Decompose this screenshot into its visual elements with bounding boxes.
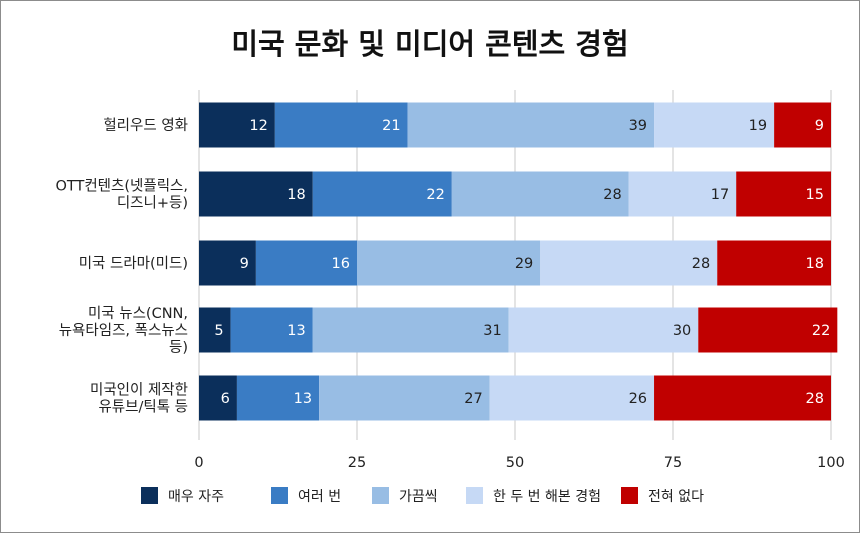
bar-segment (736, 171, 831, 217)
bar-segment (274, 102, 408, 148)
bar-segment (199, 375, 237, 421)
category-label: 뉴욕타임즈, 폭스뉴스 (59, 322, 188, 339)
legend-label: 여러 번 (298, 489, 341, 505)
data-label: 27 (464, 391, 482, 407)
legend-label: 전혀 없다 (648, 489, 704, 505)
bar-segment (199, 307, 231, 353)
data-label: 31 (483, 323, 501, 339)
legend-label: 매우 자주 (168, 489, 224, 505)
category-label: 디즈니+등) (117, 195, 188, 212)
bar-segment (654, 375, 831, 421)
data-label: 18 (806, 256, 824, 272)
data-label: 13 (287, 323, 305, 339)
x-tick-label: 75 (664, 455, 682, 471)
category-label: 헐리우드 영화 (103, 117, 188, 134)
category-label: 미국인이 제작한 (90, 382, 188, 399)
bars: 12 21 39 19 9 18 22 28 17 15 9 16 29 28 18 5 13 31 30 22 6 13… (199, 102, 838, 421)
bar-segment (319, 375, 490, 421)
legend-label: 가끔씩 (399, 489, 438, 505)
data-label: 28 (806, 391, 824, 407)
data-label: 28 (603, 187, 621, 203)
bar-segment (489, 375, 655, 421)
bar-segment (357, 240, 541, 286)
bar-segment (774, 102, 831, 148)
category-label: OTT컨텐츠(넷플릭스, (55, 178, 188, 195)
bar-segment (407, 102, 655, 148)
data-label: 30 (673, 323, 691, 339)
data-label: 26 (629, 391, 647, 407)
data-label: 39 (629, 118, 647, 134)
category-label: 미국 드라마(미드) (79, 255, 188, 272)
data-label: 9 (815, 118, 824, 134)
bar-segment (236, 375, 320, 421)
bar-segment (451, 171, 629, 217)
data-label: 15 (806, 187, 824, 203)
legend-swatch (271, 487, 288, 504)
bar-segment (654, 102, 775, 148)
x-tick-label: 50 (506, 455, 524, 471)
legend-swatch (466, 487, 483, 504)
bar-segment (312, 307, 509, 353)
bar-segment (230, 307, 313, 353)
category-labels: 헐리우드 영화 OTT컨텐츠(넷플릭스,디즈니+등) 미국 드라마(미드) 미국 뉴스… (55, 117, 188, 416)
x-tick-label: 25 (348, 455, 366, 471)
data-label: 6 (221, 391, 230, 407)
data-label: 18 (287, 187, 305, 203)
x-tick-labels: 0 25 50 75 100 (194, 455, 844, 471)
category-label: 유튜브/틱톡 등 (98, 399, 188, 416)
data-label: 16 (332, 256, 350, 272)
data-label: 29 (515, 256, 533, 272)
data-label: 22 (426, 187, 444, 203)
bar-segment (628, 171, 737, 217)
bar-segment (199, 171, 313, 217)
bar-segment (540, 240, 718, 286)
data-label: 5 (214, 323, 223, 339)
bar-segment (717, 240, 831, 286)
bar-segment (255, 240, 357, 286)
data-label: 13 (294, 391, 312, 407)
category-label: 등) (169, 340, 188, 356)
bar-segment (698, 307, 838, 353)
legend: 매우 자주 여러 번 가끔씩 한 두 번 해본 경험 전혀 없다 (141, 487, 704, 505)
data-label: 9 (240, 256, 249, 272)
data-label: 21 (382, 118, 400, 134)
bar-segment (199, 240, 256, 286)
x-tick-label: 100 (817, 455, 845, 471)
bar-segment (312, 171, 452, 217)
legend-label: 한 두 번 해본 경험 (493, 489, 601, 505)
data-label: 19 (749, 118, 767, 134)
chart-title: 미국 문화 및 미디어 콘텐츠 경험 (231, 27, 628, 61)
bar-segment (199, 102, 275, 148)
data-label: 17 (711, 187, 729, 203)
x-tick-label: 0 (194, 455, 203, 471)
data-label: 28 (692, 256, 710, 272)
legend-swatch (621, 487, 638, 504)
data-label: 12 (249, 118, 267, 134)
data-label: 22 (812, 323, 830, 339)
category-label: 미국 뉴스(CNN, (88, 305, 188, 322)
bar-segment (508, 307, 699, 353)
legend-swatch (372, 487, 389, 504)
legend-swatch (141, 487, 158, 504)
